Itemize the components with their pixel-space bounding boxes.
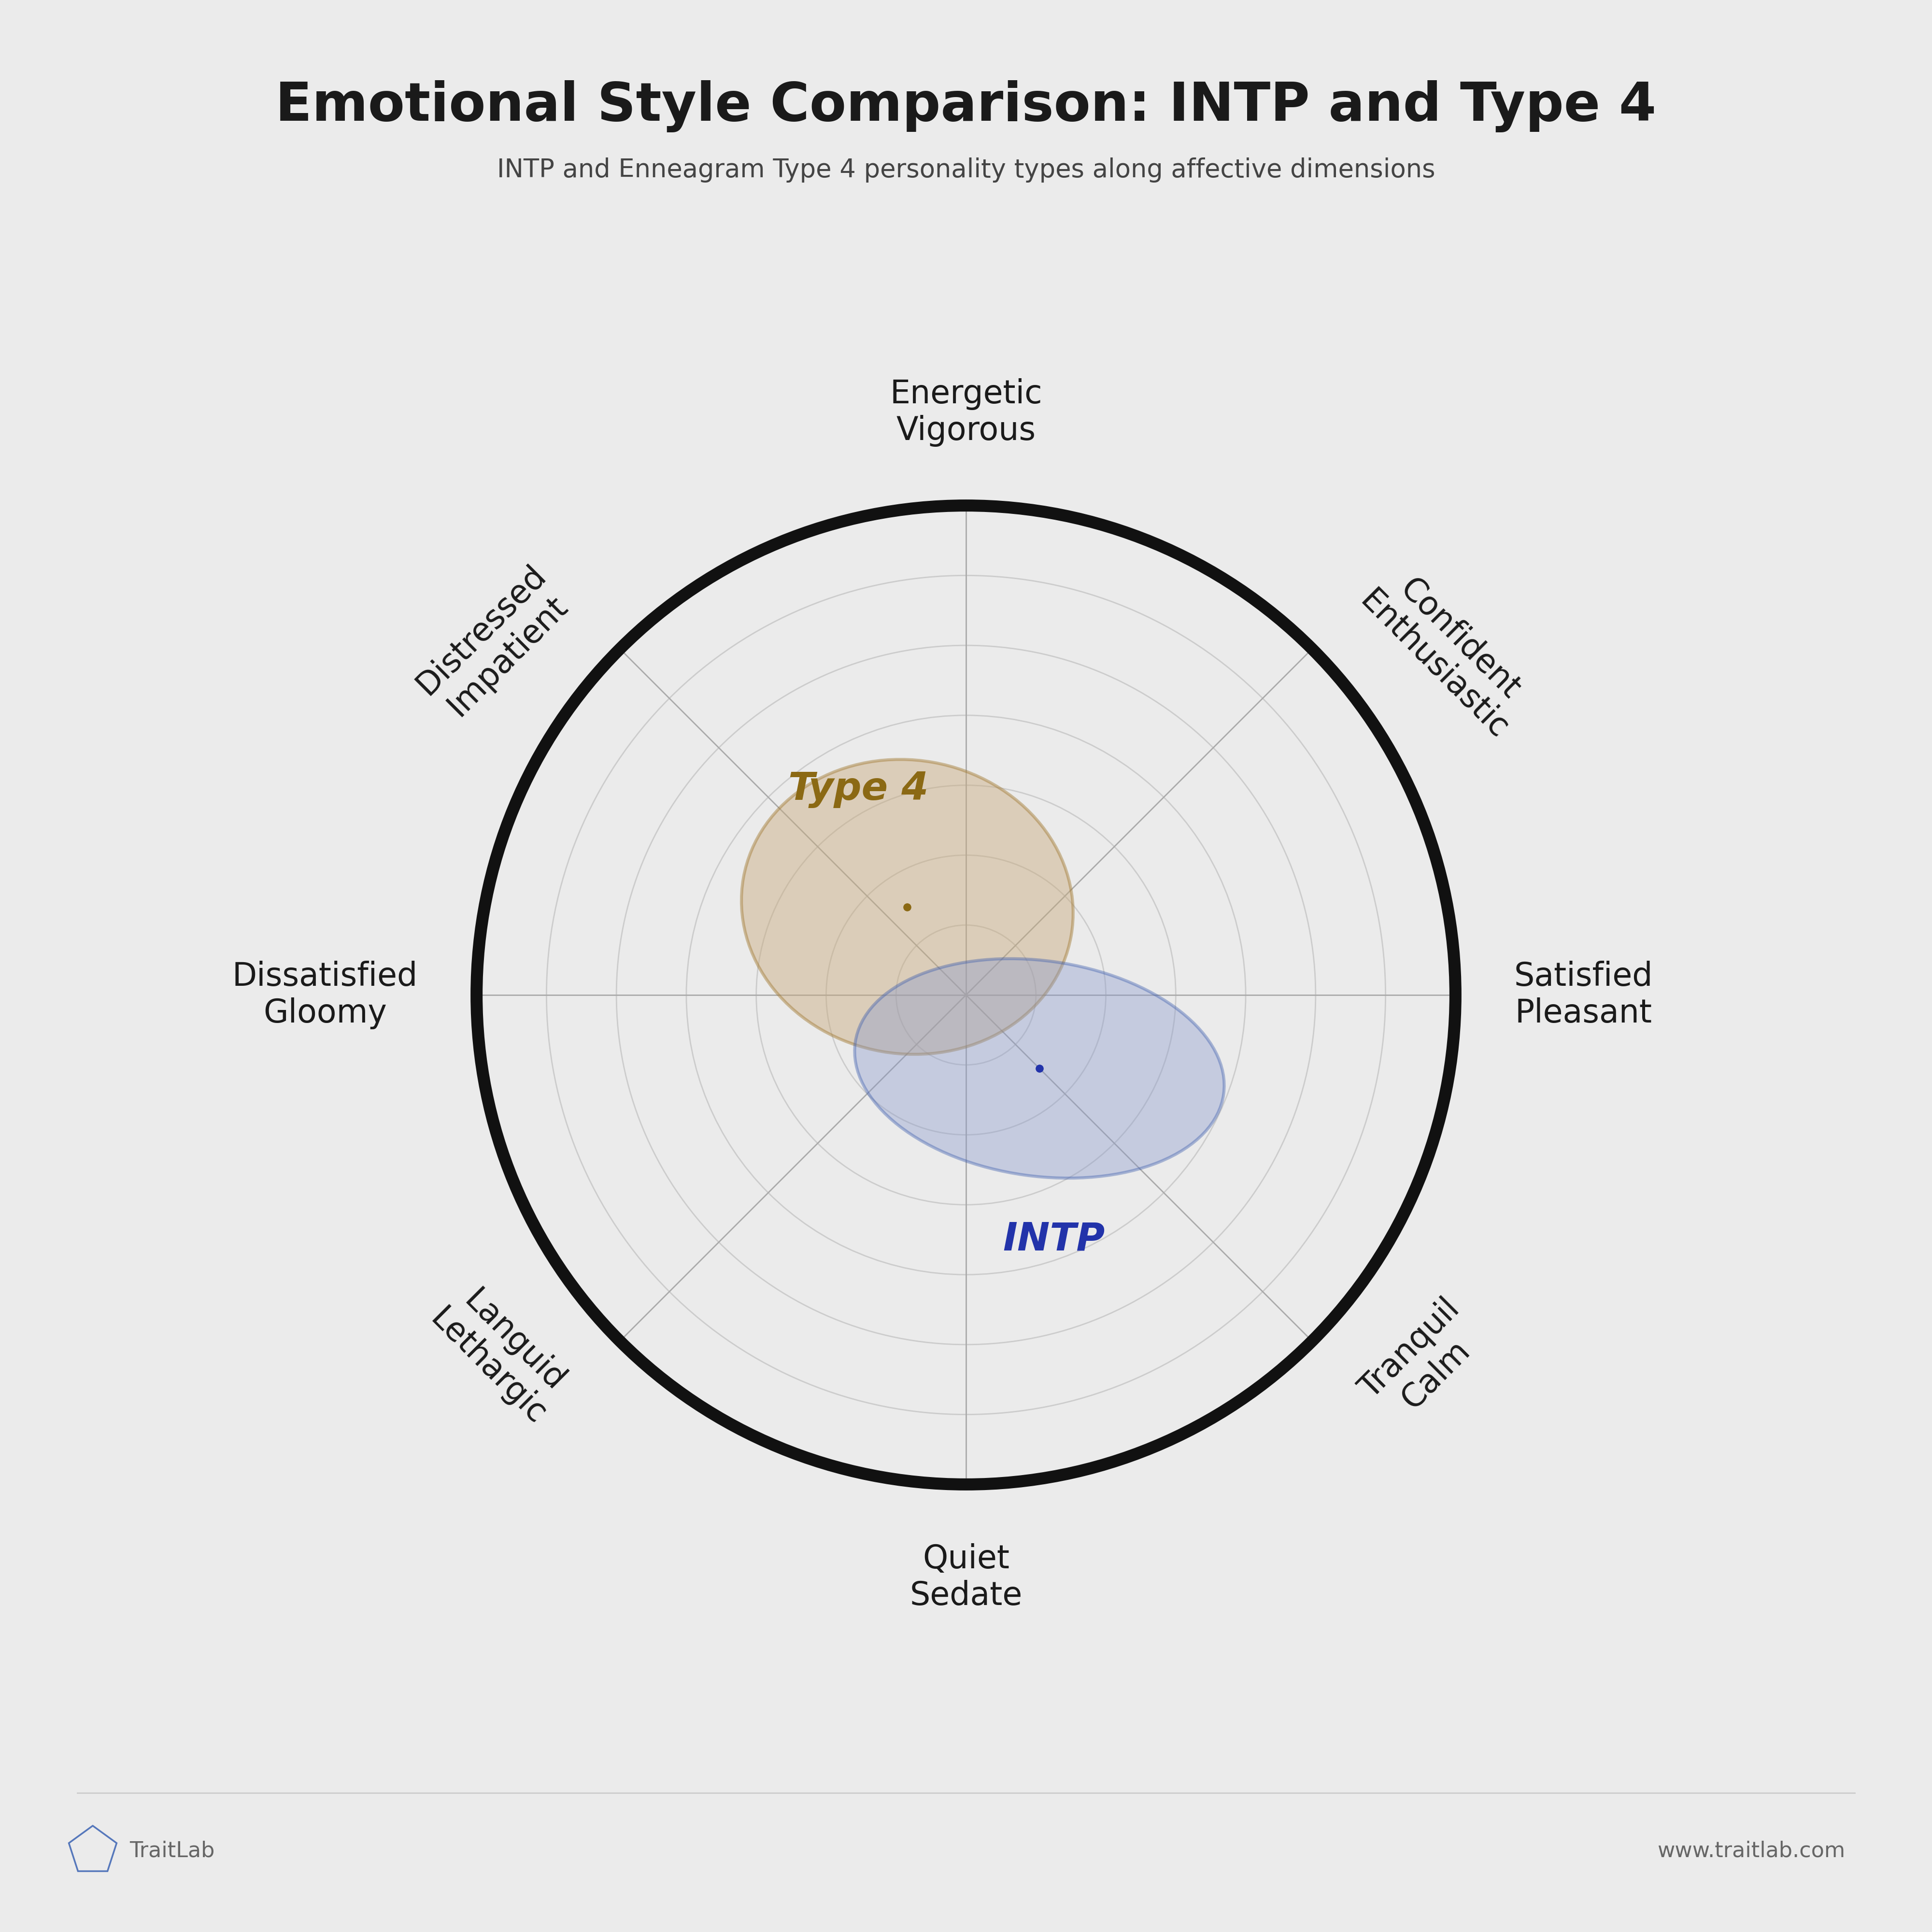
Text: Distressed
Impatient: Distressed Impatient xyxy=(410,558,578,726)
Text: www.traitlab.com: www.traitlab.com xyxy=(1658,1841,1845,1861)
Text: INTP: INTP xyxy=(1003,1221,1105,1258)
Text: Emotional Style Comparison: INTP and Type 4: Emotional Style Comparison: INTP and Typ… xyxy=(276,79,1656,131)
Ellipse shape xyxy=(854,958,1225,1179)
Ellipse shape xyxy=(742,759,1072,1055)
Text: TraitLab: TraitLab xyxy=(129,1841,214,1861)
Point xyxy=(1024,1053,1055,1084)
Point xyxy=(893,891,923,922)
Text: Quiet
Sedate: Quiet Sedate xyxy=(910,1544,1022,1611)
Text: Languid
Lethargic: Languid Lethargic xyxy=(423,1277,578,1432)
Text: Type 4: Type 4 xyxy=(788,771,929,808)
Text: INTP and Enneagram Type 4 personality types along affective dimensions: INTP and Enneagram Type 4 personality ty… xyxy=(497,158,1435,184)
Text: Satisfied
Pleasant: Satisfied Pleasant xyxy=(1515,960,1654,1030)
Text: Tranquil
Calm: Tranquil Calm xyxy=(1354,1293,1492,1432)
Text: Confident
Enthusiastic: Confident Enthusiastic xyxy=(1354,558,1540,746)
Text: Dissatisfied
Gloomy: Dissatisfied Gloomy xyxy=(232,960,417,1030)
Text: Energetic
Vigorous: Energetic Vigorous xyxy=(891,379,1041,446)
